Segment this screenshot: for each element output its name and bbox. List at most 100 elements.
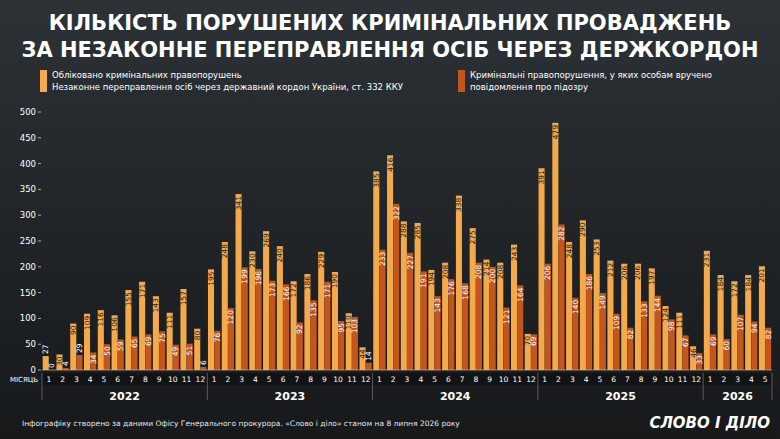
data-label: 206 <box>620 265 629 280</box>
group-divider <box>207 373 208 400</box>
data-label: 49 <box>171 346 180 356</box>
bar <box>401 221 407 370</box>
legend-label: Кримінальні правопорушення, у яких особа… <box>470 70 712 92</box>
data-label: 143 <box>433 298 442 313</box>
data-label: 6 <box>199 360 208 365</box>
data-label: 479 <box>551 125 560 140</box>
data-label: 82 <box>626 329 635 339</box>
subtitle: Незаконне переправлення осіб через держа… <box>52 82 404 92</box>
data-label: 248 <box>565 244 574 259</box>
data-label: 133 <box>640 303 649 318</box>
y-tick-label: 450 <box>20 133 36 143</box>
data-label: 60 <box>722 341 731 351</box>
bar <box>200 367 206 370</box>
year-label: 2024 <box>440 390 471 403</box>
data-label: 69 <box>709 336 718 346</box>
x-tick-label: 9 <box>653 375 658 384</box>
x-tick-label: 1 <box>708 375 713 384</box>
data-label: 135 <box>309 302 318 317</box>
data-label: 121 <box>502 309 511 324</box>
data-label: 199 <box>240 269 249 284</box>
group-divider <box>537 373 538 400</box>
x-tick-label: 2 <box>226 375 231 384</box>
y-tick <box>38 370 41 371</box>
legend-swatch <box>40 70 47 92</box>
x-tick-label: 10 <box>499 375 509 384</box>
data-label: 200 <box>488 269 497 284</box>
x-tick-label: 5 <box>102 375 107 384</box>
x-tick-label: 9 <box>322 375 327 384</box>
y-tick-label: 300 <box>20 210 36 220</box>
data-label: 92 <box>295 324 304 334</box>
bar <box>222 242 228 370</box>
bar <box>415 223 421 370</box>
data-label: 230 <box>248 253 257 268</box>
legend-swatch <box>458 70 465 92</box>
y-tick <box>38 137 41 138</box>
y-tick-label: 100 <box>20 313 36 323</box>
x-tick-label: 12 <box>196 375 206 384</box>
data-label: 196 <box>254 271 263 286</box>
data-label: 95 <box>337 323 346 333</box>
x-tick-label: 4 <box>253 375 258 384</box>
x-tick-label: 2 <box>721 375 726 384</box>
bar <box>470 228 476 370</box>
x-tick-label: 3 <box>735 375 740 384</box>
data-label: 168 <box>461 285 470 300</box>
data-label: 90 <box>69 325 78 335</box>
bar <box>249 251 255 370</box>
data-label: 144 <box>653 297 662 312</box>
legend-line: повідомлення про підозру <box>470 82 588 92</box>
data-label: 173 <box>268 283 277 298</box>
y-tick-label: 200 <box>20 262 36 272</box>
y-tick <box>38 215 41 216</box>
data-label: 143 <box>151 298 160 313</box>
x-tick-label: 6 <box>281 375 286 384</box>
y-tick <box>38 318 41 319</box>
x-tick-label: 6 <box>611 375 616 384</box>
data-label: 248 <box>220 244 229 259</box>
x-tick-label: 2 <box>391 375 396 384</box>
data-label: 149 <box>598 295 607 310</box>
x-tick-label: 4 <box>418 375 423 384</box>
x-tick-label: 3 <box>239 375 244 384</box>
x-tick-label: 7 <box>129 375 134 384</box>
data-label: 269 <box>262 233 271 248</box>
data-label: 27 <box>41 344 50 354</box>
year-label: 2022 <box>109 390 140 403</box>
x-tick-label: 7 <box>460 375 465 384</box>
x-tick-label: 9 <box>157 375 162 384</box>
group-divider <box>772 373 773 400</box>
bar <box>263 231 269 370</box>
x-tick-label: 2 <box>556 375 561 384</box>
x-axis-title: МІСЯЦЬ <box>10 376 38 384</box>
data-label: 231 <box>702 253 711 268</box>
data-label: 176 <box>447 281 456 296</box>
bar <box>407 253 413 370</box>
data-label: 227 <box>406 255 415 270</box>
data-label: 75 <box>158 333 167 343</box>
x-tick-label: 12 <box>361 375 371 384</box>
x-tick-label: 3 <box>74 375 79 384</box>
data-label: 50 <box>103 346 112 356</box>
x-tick-label: 9 <box>487 375 492 384</box>
bar <box>387 155 393 370</box>
background <box>0 0 780 439</box>
x-tick-label: 2 <box>60 375 65 384</box>
x-tick-label: 8 <box>473 375 478 384</box>
data-label: 157 <box>179 291 188 306</box>
data-label: 4 <box>61 361 70 366</box>
y-tick-label: 400 <box>20 159 36 169</box>
baseline <box>42 370 772 371</box>
data-label: 107 <box>736 317 745 332</box>
data-labels: 2730901091161061551711431111578019524834… <box>41 125 772 368</box>
bar <box>76 355 82 370</box>
data-label: 184 <box>744 277 753 292</box>
data-label: 76 <box>213 333 222 343</box>
bar <box>704 251 710 370</box>
data-label: 212 <box>606 262 615 277</box>
data-label: 191 <box>419 273 428 288</box>
bar <box>63 368 69 370</box>
bar <box>580 220 586 370</box>
bar <box>456 196 462 370</box>
